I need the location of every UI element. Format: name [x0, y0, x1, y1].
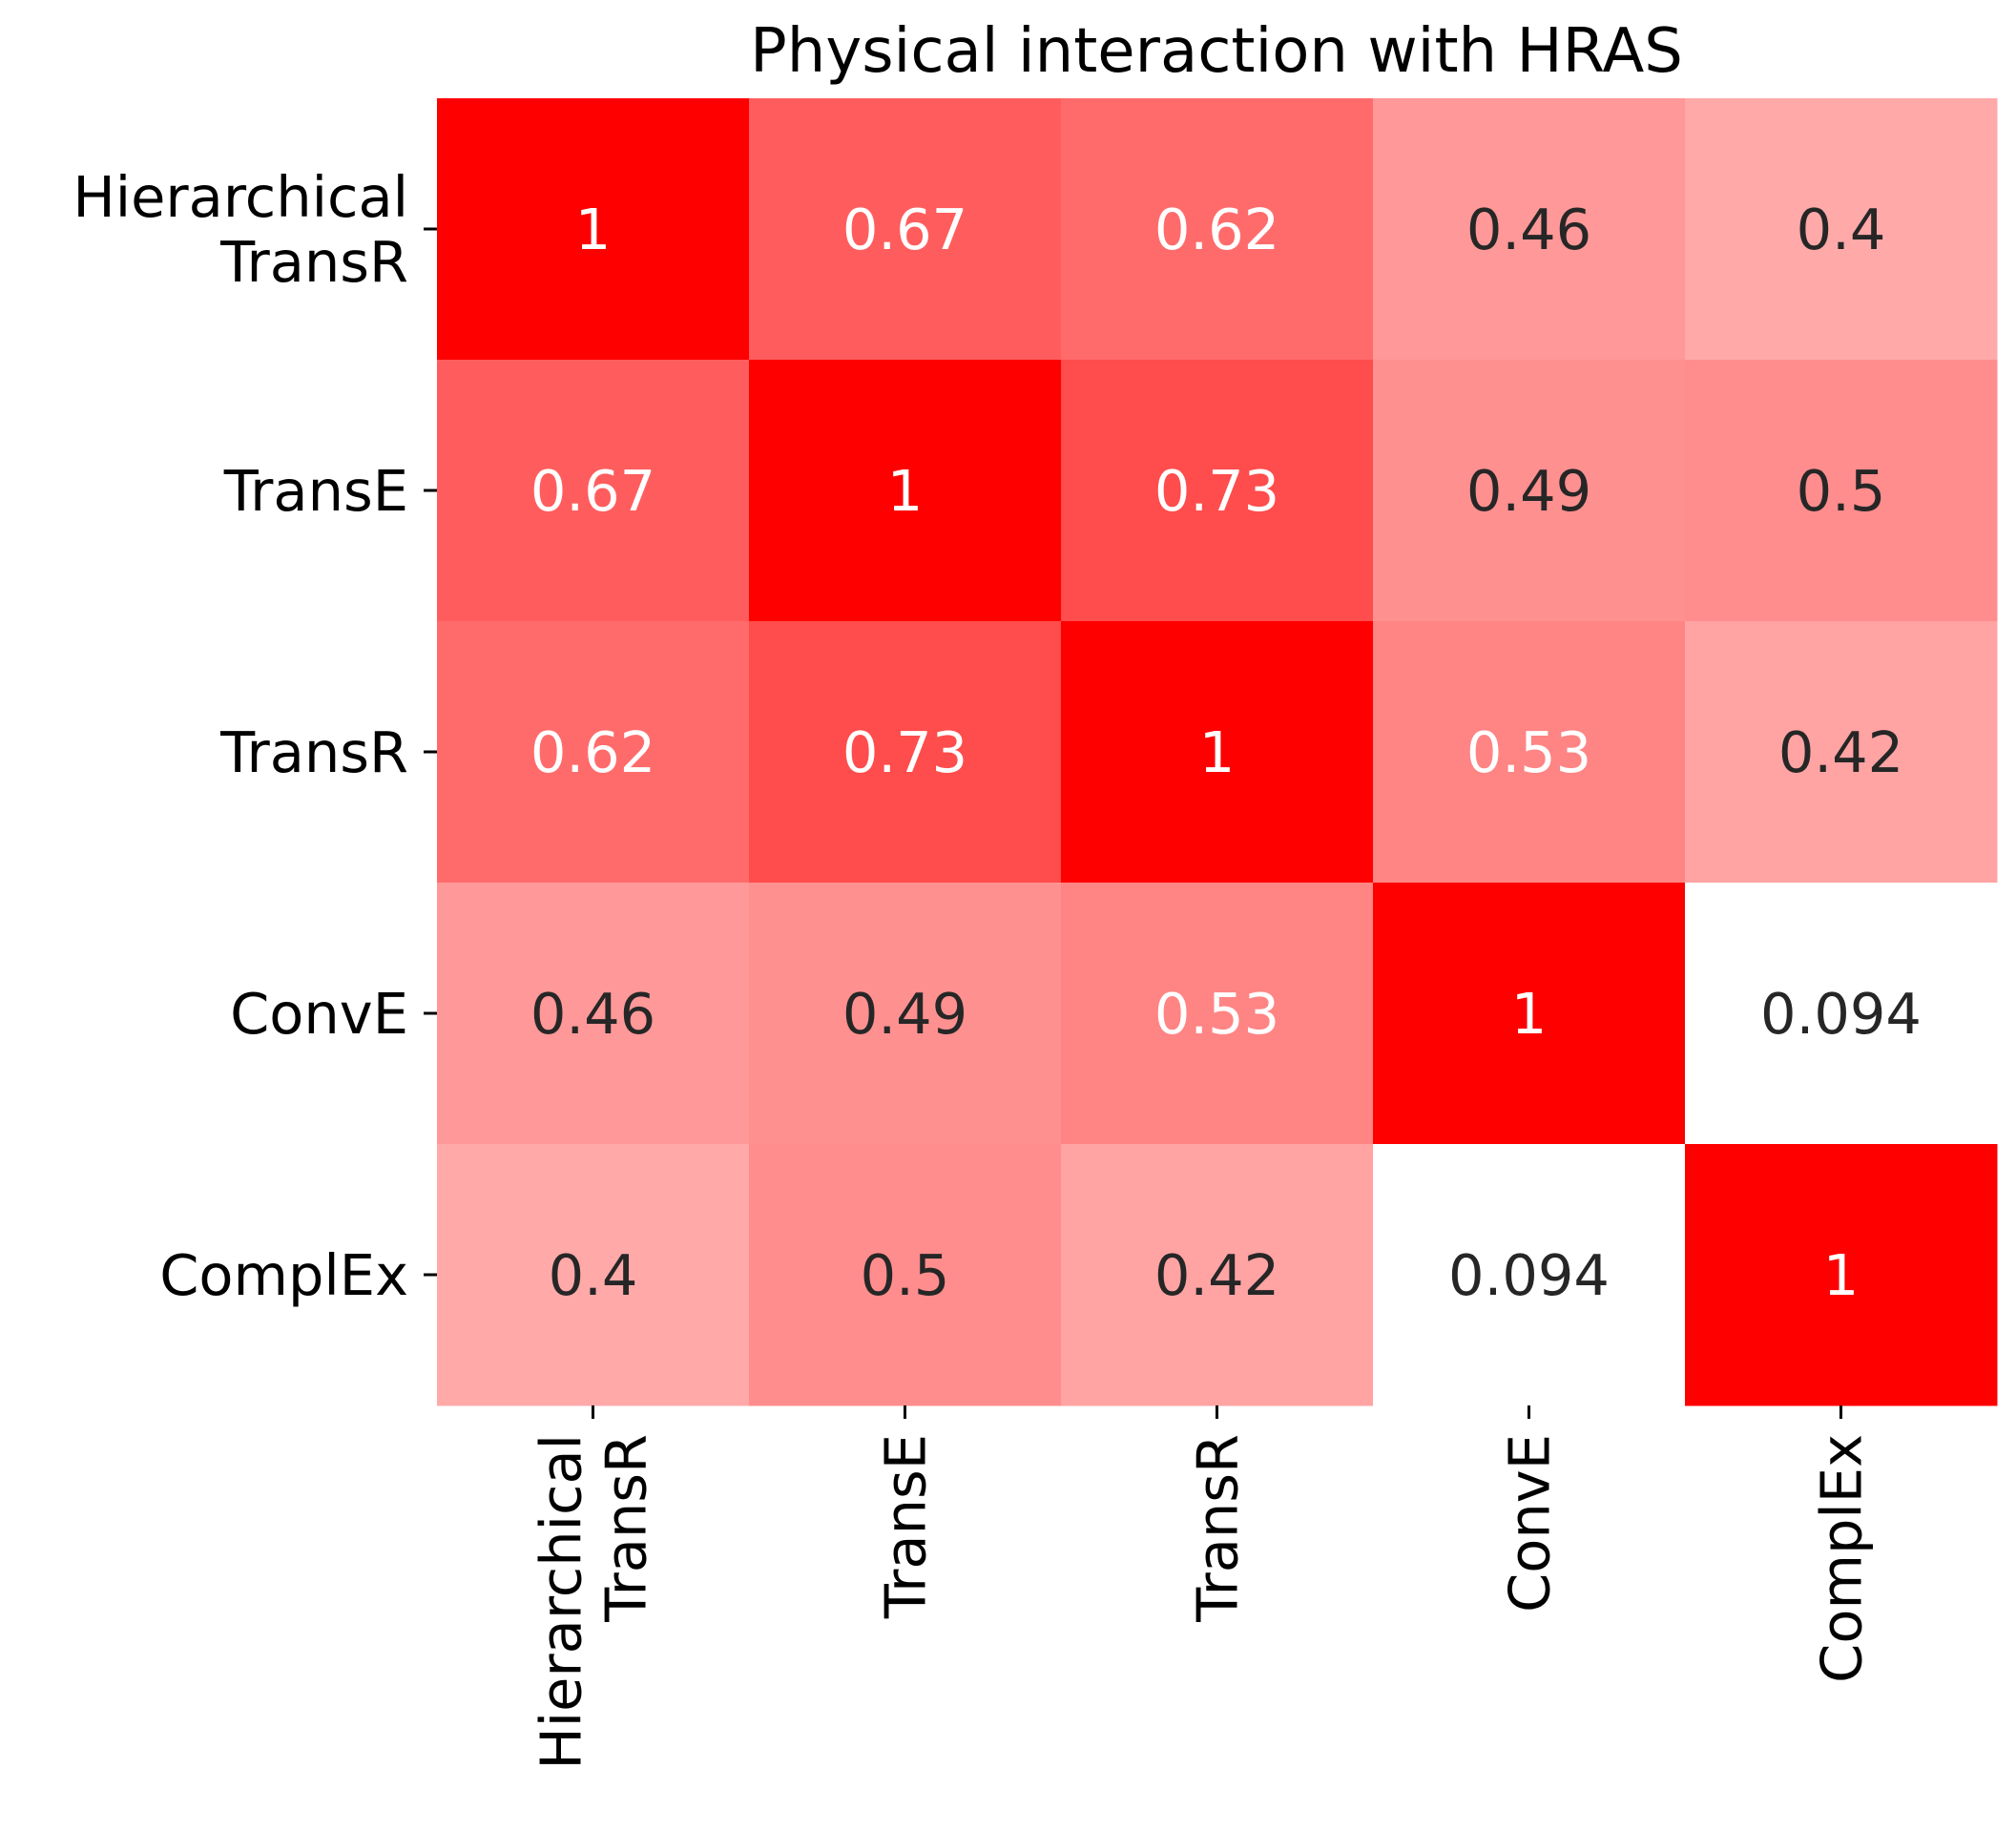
cell-value-label: 0.53: [1154, 981, 1279, 1047]
heatmap-cell-r1-c2: [1061, 360, 1374, 622]
y-tick-label: ConvE: [230, 981, 408, 1047]
x-tick-label: TransE: [873, 1434, 939, 1619]
heatmap-cell-r4-c2: [1061, 1144, 1374, 1406]
y-tick-label: TransR: [219, 719, 408, 785]
heatmap-cell-r4-c4: [1685, 1144, 1998, 1406]
heatmap-cell-r3-c4: [1685, 883, 1998, 1145]
x-tick-label: TransR: [593, 1434, 659, 1623]
cell-value-label: 0.46: [1466, 197, 1591, 262]
cell-value-label: 0.46: [530, 981, 655, 1047]
x-tick-label: Hierarchical: [529, 1434, 594, 1770]
cell-value-label: 0.5: [1797, 458, 1886, 524]
cell-value-label: 1: [887, 458, 924, 524]
cell-value-label: 0.094: [1760, 981, 1922, 1047]
y-tick-label: TransR: [219, 229, 408, 295]
cell-value-label: 0.094: [1448, 1242, 1610, 1308]
x-axis: Hierarchical TransR TransE TransR ConvE Compl…: [529, 1405, 1875, 1770]
heatmap-cell-r2-c0: [437, 621, 750, 884]
cell-value-label: 0.4: [549, 1242, 638, 1308]
heatmap-cell-r3-c3: [1373, 883, 1686, 1145]
heatmap-cell-r4-c0: [437, 1144, 750, 1406]
cell-value-label: 0.67: [530, 458, 655, 524]
heatmap-cell-r0-c1: [749, 98, 1062, 361]
heatmap-cell-r1-c3: [1373, 360, 1686, 622]
cell-value-label: 0.62: [530, 719, 655, 785]
cell-value-label: 0.73: [842, 719, 967, 785]
cell-value-label: 1: [1823, 1242, 1860, 1308]
cell-value-label: 0.42: [1154, 1242, 1279, 1308]
cell-value-label: 1: [1511, 981, 1548, 1047]
x-tick-label: ConvE: [1497, 1434, 1563, 1613]
heatmap-cell-r4-c1: [749, 1144, 1062, 1406]
heatmap-cell-r0-c3: [1373, 98, 1686, 361]
y-axis: HierarchicalTransRTransETransRConvECompl…: [73, 164, 437, 1308]
y-tick-label: Hierarchical: [73, 164, 408, 230]
heatmap-cell-r1-c0: [437, 360, 750, 622]
cell-value-label: 0.49: [1466, 458, 1591, 524]
cell-value-label: 1: [575, 197, 612, 262]
heatmap-cell-r0-c4: [1685, 98, 1998, 361]
cell-value-label: 0.5: [861, 1242, 950, 1308]
heatmap-cell-r0-c0: [437, 98, 750, 361]
cell-value-label: 0.62: [1154, 197, 1279, 262]
cell-value-label: 0.4: [1797, 197, 1886, 262]
cell-value-label: 0.67: [842, 197, 967, 262]
x-tick-label: ComplEx: [1809, 1434, 1875, 1683]
cell-value-label: 0.73: [1154, 458, 1279, 524]
heatmap-cell-r4-c3: [1373, 1144, 1686, 1406]
y-tick-label: TransE: [223, 458, 408, 524]
cell-value-label: 0.53: [1466, 719, 1591, 785]
cell-value-label: 1: [1199, 719, 1236, 785]
y-tick-label: ComplEx: [159, 1242, 408, 1308]
heatmap-cells: 1 0.67 0.62 0.46 0.4 0.67 1 0.73 0.49 0.5 0.62 0.73…: [437, 98, 1998, 1406]
heatmap-cell-r3-c0: [437, 883, 750, 1145]
heatmap-cell-r3-c2: [1061, 883, 1374, 1145]
cell-value-label: 0.42: [1778, 719, 1903, 785]
chart-title: Physical interaction with HRAS: [750, 16, 1683, 87]
heatmap-cell-r2-c2: [1061, 621, 1374, 884]
heatmap-cell-r3-c1: [749, 883, 1062, 1145]
heatmap-cell-r2-c3: [1373, 621, 1686, 884]
heatmap-cell-r1-c4: [1685, 360, 1998, 622]
heatmap-cell-r0-c2: [1061, 98, 1374, 361]
heatmap-cell-r2-c1: [749, 621, 1062, 884]
heatmap-cell-r1-c1: [749, 360, 1062, 622]
x-tick-label: TransR: [1185, 1434, 1251, 1623]
heatmap-cell-r2-c4: [1685, 621, 1998, 884]
cell-value-label: 0.49: [842, 981, 967, 1047]
